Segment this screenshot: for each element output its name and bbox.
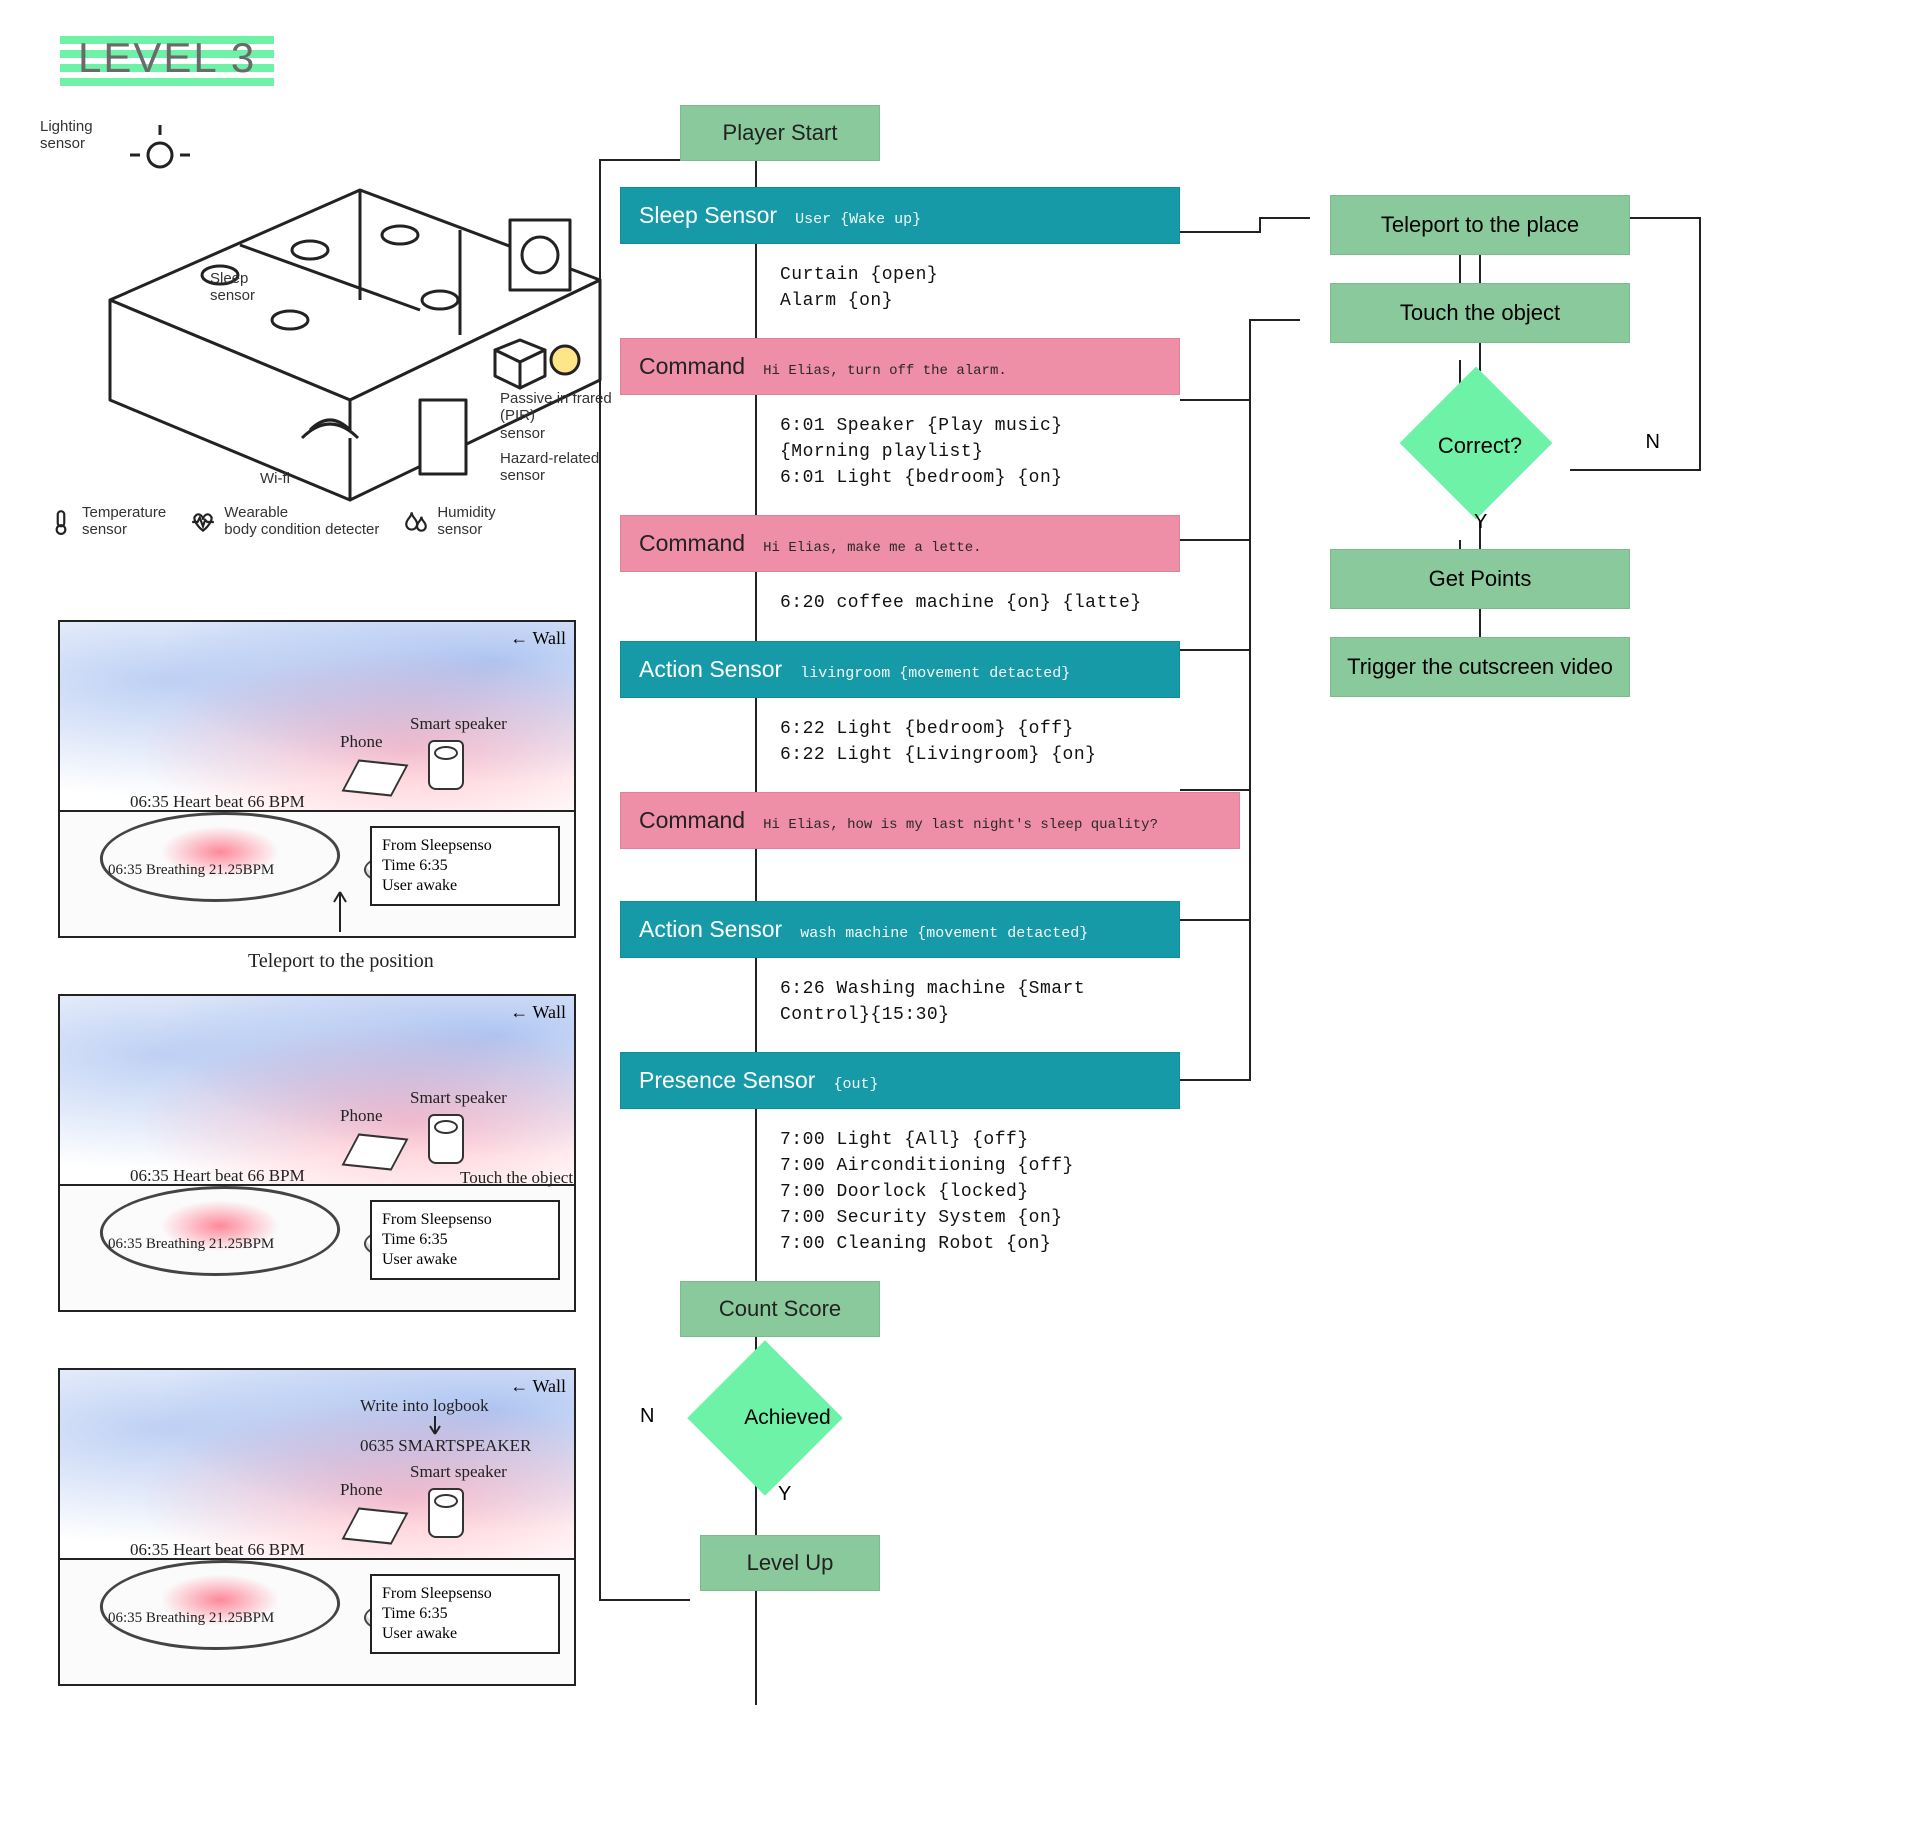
breathing-text: 06:35 Breathing 21.25BPM <box>108 862 274 879</box>
legend-humidity: Humidity sensor <box>403 505 495 538</box>
panel-2: ← Wall Phone Smart speaker 06:35 Heart b… <box>58 994 576 1312</box>
heartbeat-text: 06:35 Heart beat 66 BPM <box>130 792 305 812</box>
wall-label: ← Wall <box>510 628 566 649</box>
storyboard-panels: ← Wall Phone Smart speaker 06:35 Heart b… <box>58 620 576 1686</box>
sub-teleport: Teleport to the place <box>1330 195 1630 255</box>
label-y: Y <box>778 1483 791 1506</box>
node-sleep-sensor: Sleep Sensor User {Wake up} <box>620 187 1180 244</box>
phone-label: Phone <box>340 732 383 752</box>
node-count-score: Count Score <box>680 1281 880 1337</box>
legend-wearable: Wearable body condition detecter <box>190 505 379 538</box>
node-command-1: Command Hi Elias, turn off the alarm. <box>620 338 1180 395</box>
node-command-3: Command Hi Elias, how is my last night's… <box>620 792 1240 849</box>
sub-cutscene: Trigger the cutscreen video <box>1330 637 1630 697</box>
speaker-label: Smart speaker <box>410 714 507 734</box>
detail-1: 6:01 Speaker {Play music} {Morning playl… <box>780 395 1280 515</box>
detail-2: 6:20 coffee machine {on} {latte} <box>780 572 1280 640</box>
node-command-2: Command Hi Elias, make me a lette. <box>620 515 1180 572</box>
label-wifi: Wi-fi <box>260 470 290 487</box>
caption-1: Teleport to the position <box>248 950 434 973</box>
sub-diamond-correct: Correct? N Y <box>1330 371 1630 521</box>
label-pir: Passive in frared (PIR) sensor <box>500 390 612 442</box>
panel-1: ← Wall Phone Smart speaker 06:35 Heart b… <box>58 620 576 938</box>
level-badge: LEVEL 3 <box>60 30 274 86</box>
sub-touch: Touch the object <box>1330 283 1630 343</box>
legend-row: Temperature sensor Wearable body conditi… <box>48 505 628 538</box>
node-action-sensor-2: Action Sensor wash machine {movement det… <box>620 901 1180 958</box>
caption-3a: Write into logbook <box>360 1396 489 1416</box>
sub-points: Get Points <box>1330 549 1630 609</box>
info-box: From Sleepsenso Time 6:35 User awake <box>370 826 560 906</box>
label-sleep: Sleep sensor <box>210 270 255 305</box>
detail-3: 6:22 Light {bedroom} {off} 6:22 Light {L… <box>780 698 1280 792</box>
diamond-achieved: Achieved N Y <box>670 1363 1280 1483</box>
house-sketch: Lighting sensor Sleep sensor Wi-fi Passi… <box>40 100 640 520</box>
label-lighting: Lighting sensor <box>40 118 93 153</box>
legend-temperature: Temperature sensor <box>48 505 166 538</box>
detail-0: Curtain {open} Alarm {on} <box>780 244 1280 338</box>
sub-y: Y <box>1474 511 1487 534</box>
detail-6: 7:00 Light {All} {off} 7:00 Aircondition… <box>780 1109 1280 1281</box>
node-presence-sensor: Presence Sensor {out} <box>620 1052 1180 1109</box>
panel-3: ← Wall Write into logbook 0635 SMARTSPEA… <box>58 1368 576 1686</box>
detail-5: 6:26 Washing machine {Smart Control}{15:… <box>780 958 1280 1052</box>
label-hazard: Hazard-related sensor <box>500 450 599 485</box>
node-action-sensor-1: Action Sensor livingroom {movement detac… <box>620 641 1180 698</box>
node-player-start: Player Start <box>680 105 880 161</box>
label-n: N <box>640 1405 654 1428</box>
main-flow: Player Start Sleep Sensor User {Wake up}… <box>660 105 1280 1591</box>
sub-n: N <box>1646 431 1660 454</box>
caption-2: Touch the object <box>460 1168 573 1188</box>
node-level-up: Level Up <box>700 1535 880 1591</box>
sub-flow: Teleport to the place Touch the object C… <box>1310 195 1650 697</box>
